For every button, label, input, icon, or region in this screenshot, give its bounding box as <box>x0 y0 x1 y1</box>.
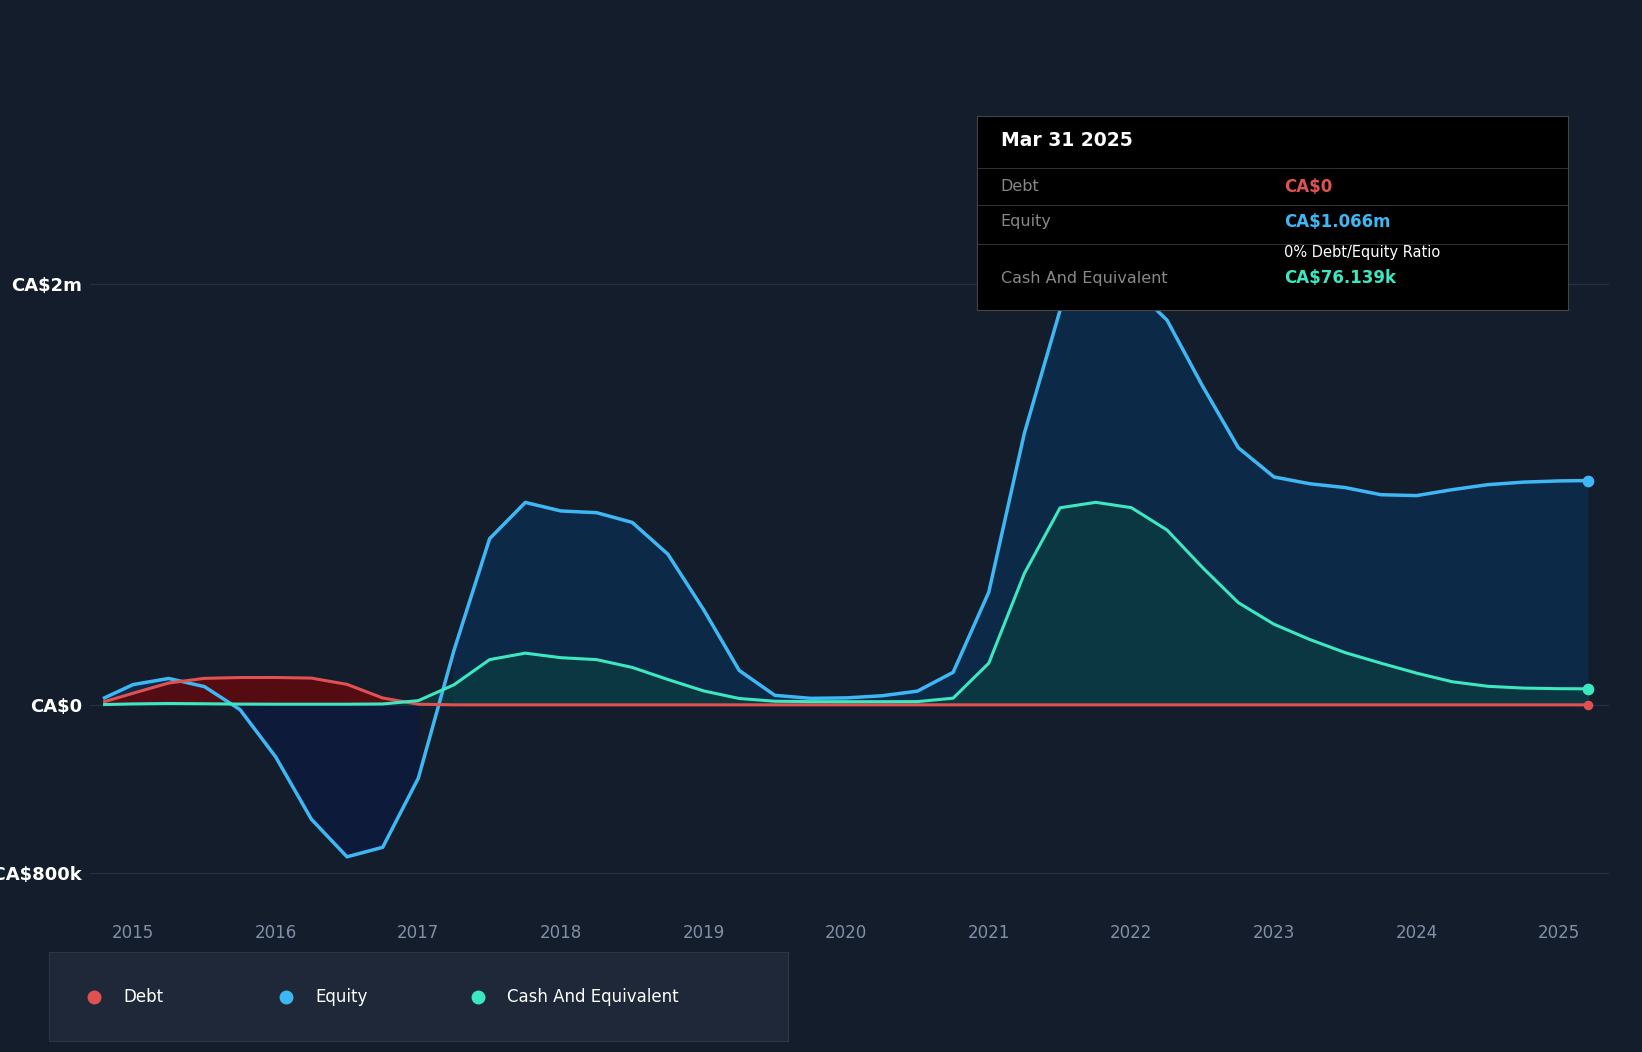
Text: CA$76.139k: CA$76.139k <box>1284 269 1396 287</box>
Text: Debt: Debt <box>1000 179 1039 195</box>
Text: CA$1.066m: CA$1.066m <box>1284 213 1391 230</box>
Text: Cash And Equivalent: Cash And Equivalent <box>507 988 680 1006</box>
Point <box>1575 696 1601 713</box>
Text: Debt: Debt <box>123 988 163 1006</box>
Text: 0% Debt/Equity Ratio: 0% Debt/Equity Ratio <box>1284 245 1440 261</box>
Point <box>1575 681 1601 697</box>
Text: CA$0: CA$0 <box>1284 178 1333 196</box>
Text: Equity: Equity <box>315 988 368 1006</box>
Text: Cash And Equivalent: Cash And Equivalent <box>1000 270 1167 286</box>
Point <box>1575 472 1601 489</box>
Text: Mar 31 2025: Mar 31 2025 <box>1000 130 1133 149</box>
Text: Equity: Equity <box>1000 215 1051 229</box>
